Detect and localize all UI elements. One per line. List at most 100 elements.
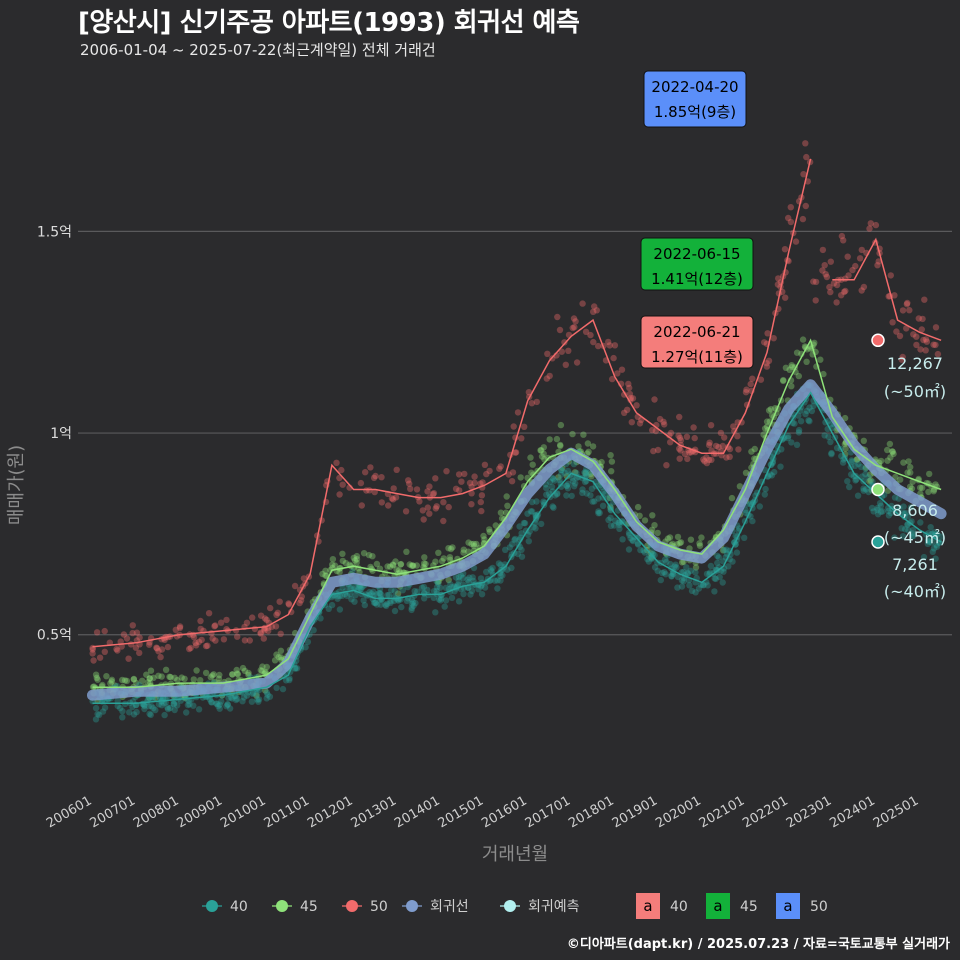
scatter-point-40 [164, 704, 171, 711]
scatter-point-50 [209, 635, 216, 642]
scatter-point-50 [512, 449, 520, 456]
scatter-point-45 [470, 540, 477, 548]
scatter-point-45 [728, 494, 736, 502]
scatter-point-40 [215, 702, 222, 710]
scatter-point-50 [89, 646, 96, 653]
legend-key-glyph: a [783, 897, 792, 915]
scatter-point-50 [721, 434, 728, 441]
scatter-point-50 [719, 442, 726, 450]
scatter-point-40 [360, 597, 367, 604]
scatter-point-45 [795, 372, 802, 380]
scatter-point-45 [905, 458, 912, 465]
scatter-point-40 [304, 638, 312, 646]
scatter-point-40 [795, 426, 803, 434]
series-end-marker-45 [871, 482, 885, 497]
scatter-point-40 [529, 508, 536, 515]
scatter-point-45 [676, 539, 683, 547]
scatter-point-40 [672, 561, 679, 568]
scatter-point-40 [902, 509, 910, 517]
scatter-point-45 [780, 376, 787, 384]
scatter-point-45 [215, 675, 223, 682]
scatter-point-50 [812, 297, 819, 304]
scatter-point-40 [581, 469, 588, 476]
scatter-point-50 [296, 599, 303, 607]
annotation-price: 1.27억(11층) [651, 348, 743, 366]
scatter-point-40 [224, 701, 231, 708]
scatter-point-40 [885, 512, 893, 519]
scatter-point-50 [243, 619, 251, 626]
scatter-point-45 [108, 678, 115, 685]
scatter-point-45 [641, 517, 649, 524]
scatter-point-45 [339, 557, 346, 565]
scatter-point-40 [372, 599, 379, 606]
scatter-point-40 [887, 509, 895, 517]
scatter-point-40 [346, 590, 354, 598]
scatter-point-45 [504, 502, 511, 509]
scatter-point-50 [923, 338, 931, 345]
scatter-point-40 [114, 702, 121, 710]
scatter-point-40 [723, 546, 730, 553]
scatter-point-40 [684, 569, 691, 577]
scatter-point-50 [452, 485, 460, 492]
scatter-point-40 [351, 584, 358, 591]
scatter-point-50 [838, 292, 845, 299]
scatter-point-40 [414, 588, 421, 595]
scatter-point-50 [827, 258, 834, 265]
scatter-point-40 [839, 459, 847, 466]
scatter-point-50 [202, 642, 210, 650]
scatter-point-45 [492, 522, 499, 529]
series-end-marker-40 [871, 535, 885, 549]
scatter-point-50 [291, 582, 299, 590]
scatter-point-40 [908, 530, 916, 537]
scatter-point-50 [624, 406, 631, 413]
scatter-point-50 [803, 153, 810, 161]
scatter-point-40 [844, 478, 851, 485]
scatter-point-50 [432, 505, 439, 512]
scatter-point-50 [101, 648, 109, 655]
scatter-point-45 [103, 673, 110, 680]
legend-key-point [276, 900, 288, 912]
scatter-point-45 [907, 483, 914, 490]
scatter-point-50 [370, 474, 378, 482]
scatter-point-40 [545, 490, 553, 497]
scatter-point-40 [403, 597, 411, 604]
scatter-point-45 [409, 562, 417, 569]
scatter-point-50 [558, 348, 565, 355]
scatter-point-50 [146, 641, 153, 648]
scatter-point-40 [361, 601, 368, 609]
scatter-point-40 [929, 548, 936, 555]
scatter-point-40 [231, 692, 238, 700]
scatter-point-40 [644, 555, 651, 563]
scatter-point-40 [438, 595, 445, 602]
scatter-point-45 [678, 559, 686, 566]
scatter-point-40 [336, 606, 344, 613]
scatter-point-40 [411, 587, 418, 595]
legend-label: 40 [230, 899, 248, 915]
scatter-point-50 [505, 471, 512, 478]
scatter-point-50 [392, 494, 400, 501]
x-tick-label: 201401 [392, 793, 442, 831]
scatter-point-45 [155, 672, 162, 679]
scatter-point-50 [715, 443, 722, 451]
scatter-point-50 [676, 413, 683, 421]
scatter-point-45 [322, 567, 329, 574]
scatter-point-50 [676, 434, 684, 442]
scatter-point-40 [164, 705, 172, 713]
scatter-point-45 [98, 683, 106, 690]
scatter-point-45 [445, 576, 452, 584]
scatter-point-50 [512, 449, 519, 456]
annotation-price: 1.41억(12층) [651, 270, 743, 288]
scatter-point-50 [726, 445, 734, 453]
scatter-point-50 [700, 456, 707, 463]
scatter-point-40 [432, 609, 439, 616]
scatter-point-50 [765, 357, 773, 364]
scatter-point-40 [637, 546, 644, 554]
scatter-point-40 [114, 697, 121, 704]
scatter-point-40 [937, 533, 945, 540]
x-tick-label: 200801 [131, 793, 181, 831]
scatter-point-50 [683, 433, 691, 440]
scatter-point-50 [205, 610, 213, 617]
scatter-point-40 [561, 469, 568, 476]
scatter-point-40 [899, 509, 906, 517]
scatter-point-40 [465, 584, 472, 592]
